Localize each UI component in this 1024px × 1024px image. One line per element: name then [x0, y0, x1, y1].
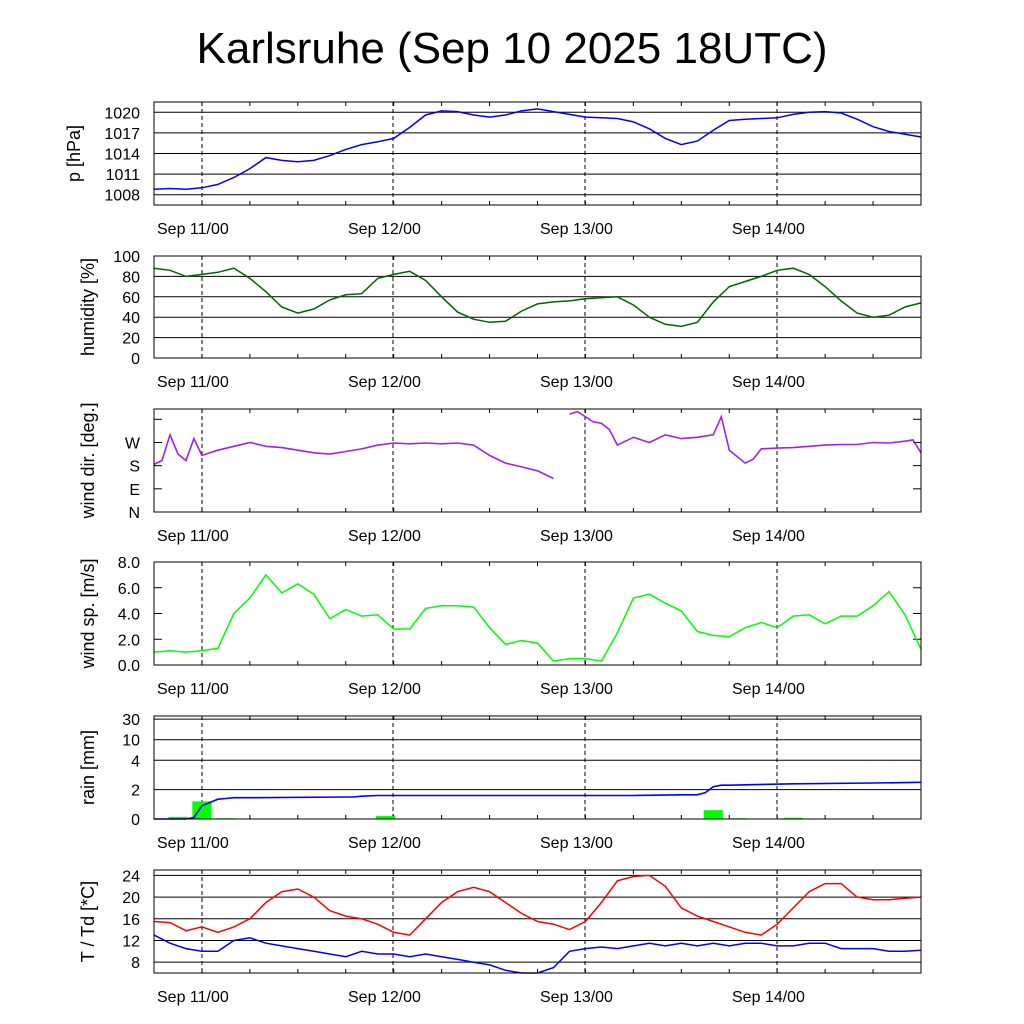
rain-cumulative-line: [154, 781, 922, 820]
x-tick-label: Sep 14/00: [732, 681, 805, 698]
x-tick-label: Sep 13/00: [540, 835, 613, 852]
panel-frame: [153, 869, 922, 974]
x-tick-label: Sep 11/00: [157, 374, 229, 391]
panel-frame: [153, 101, 922, 206]
temperature-line: [153, 874, 922, 936]
x-tick-label: Sep 11/00: [157, 989, 229, 1006]
wind-direction-line: [153, 432, 554, 480]
x-tick-label: Sep 13/00: [540, 374, 613, 391]
x-tick-label: Sep 11/00: [157, 835, 229, 852]
x-tick-label: Sep 11/00: [157, 681, 229, 698]
y-tick-label: 2: [131, 783, 140, 800]
y-tick-label: 20: [122, 890, 140, 907]
y-tick-label: 0.0: [118, 658, 140, 675]
y-tick-label: 30: [122, 712, 140, 729]
y-tick-label: 0: [131, 351, 140, 368]
x-tick-label: Sep 12/00: [348, 221, 421, 238]
y-tick-label: 1008: [104, 188, 140, 205]
rain-bar: [192, 801, 212, 819]
panel-frame: [153, 408, 922, 513]
x-tick-label: Sep 11/00: [157, 528, 229, 545]
pressure-line: [153, 108, 922, 190]
y-tick-label: 1017: [104, 126, 140, 143]
y-tick-label: 100: [113, 249, 140, 266]
y-tick-label: 4.0: [118, 607, 140, 624]
y-tick-label: 80: [122, 269, 140, 286]
y-axis-label: wind dir. [deg.]: [78, 402, 98, 519]
x-tick-label: Sep 13/00: [540, 221, 613, 238]
y-tick-label: 6.0: [118, 581, 140, 598]
x-tick-label: Sep 12/00: [348, 835, 421, 852]
y-tick-label: 24: [122, 868, 140, 885]
y-axis-label: wind sp. [m/s]: [78, 558, 98, 669]
x-tick-label: Sep 12/00: [348, 374, 421, 391]
y-tick-label: 4: [131, 753, 140, 770]
y-tick-label: 2.0: [118, 632, 140, 649]
y-tick-label: 8: [131, 955, 140, 972]
y-tick-label: 1020: [104, 105, 140, 122]
y-tick-label: 1011: [106, 167, 141, 184]
x-tick-label: Sep 12/00: [348, 528, 421, 545]
y-tick-label: 16: [122, 912, 140, 929]
x-tick-label: Sep 12/00: [348, 681, 421, 698]
x-tick-label: Sep 14/00: [732, 528, 805, 545]
humidity-line: [153, 267, 922, 328]
x-tick-label: Sep 12/00: [348, 989, 421, 1006]
y-axis-label: humidity [%]: [78, 258, 98, 356]
x-tick-label: Sep 14/00: [732, 989, 805, 1006]
panel-frame: [153, 255, 922, 359]
y-tick-label: 10: [122, 733, 140, 750]
y-axis-label: rain [mm]: [78, 730, 98, 805]
rain-bar: [168, 816, 188, 819]
y-tick-label: 20: [122, 331, 140, 348]
y-tick-label: 0: [131, 812, 140, 829]
y-tick-label: 12: [122, 933, 140, 950]
y-axis-label: p [hPa]: [64, 125, 84, 182]
x-tick-label: Sep 14/00: [732, 374, 805, 391]
x-tick-label: Sep 14/00: [732, 835, 805, 852]
y-tick-label: E: [129, 482, 140, 499]
y-tick-label: 60: [122, 290, 140, 307]
x-tick-label: Sep 13/00: [540, 681, 613, 698]
x-tick-label: Sep 11/00: [157, 221, 229, 238]
rain-bar: [376, 816, 396, 819]
y-axis-label: T / Td [*C]: [78, 881, 98, 962]
rain-bar: [703, 810, 723, 819]
y-tick-label: N: [128, 505, 140, 522]
x-tick-label: Sep 14/00: [732, 221, 805, 238]
wind-direction-line: [569, 410, 922, 465]
y-tick-label: W: [125, 435, 141, 452]
x-tick-label: Sep 13/00: [540, 989, 613, 1006]
wind-speed-line: [153, 573, 922, 662]
page-title: Karlsruhe (Sep 10 2025 18UTC): [196, 24, 828, 73]
y-tick-label: 40: [122, 310, 140, 327]
y-tick-label: 1014: [104, 147, 140, 164]
x-tick-label: Sep 13/00: [540, 528, 613, 545]
panel-frame: [153, 561, 922, 666]
panel-frame: [153, 715, 922, 820]
y-tick-label: 8.0: [118, 555, 140, 572]
rain-bar: [783, 817, 803, 819]
y-tick-label: S: [129, 459, 140, 476]
